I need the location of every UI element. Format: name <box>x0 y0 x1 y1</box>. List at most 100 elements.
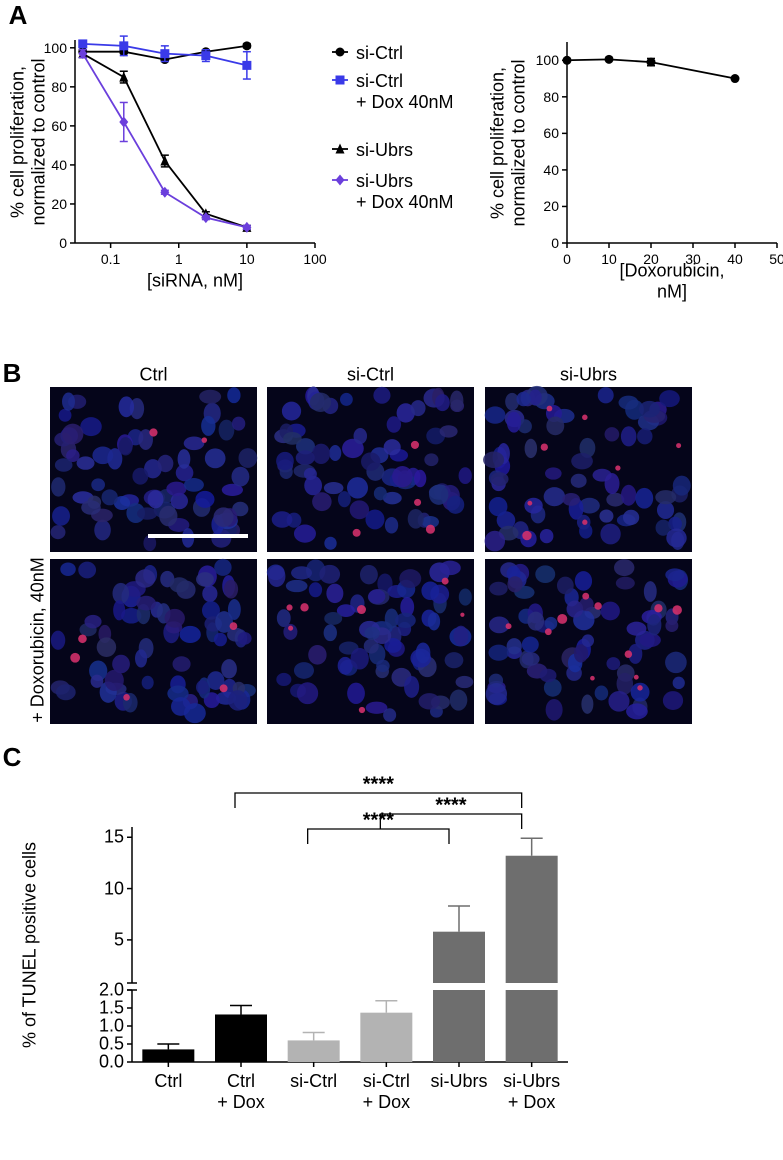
nucleus <box>639 400 660 418</box>
nucleus <box>80 417 102 437</box>
nucleus <box>400 596 415 617</box>
nucleus <box>231 416 246 431</box>
nucleus <box>373 486 387 501</box>
nucleus <box>539 668 557 683</box>
nucleus <box>571 453 593 470</box>
nucleus <box>665 619 679 633</box>
tunel-spot <box>300 603 309 612</box>
legend-marker <box>335 143 345 154</box>
tunel-spot <box>582 414 588 421</box>
nucleus <box>643 581 657 602</box>
nucleus <box>546 416 565 436</box>
nucleus <box>323 624 337 642</box>
legend-marker <box>335 47 345 57</box>
marker <box>160 186 170 198</box>
x-tick-label: si-Ubrs <box>430 1071 488 1091</box>
nucleus <box>303 467 317 481</box>
tunel-spot <box>410 440 420 449</box>
nucleus <box>84 614 102 629</box>
nucleus <box>157 454 174 473</box>
nucleus <box>485 683 508 705</box>
x-tick-label: si-Ubrs + Dox <box>503 1071 561 1112</box>
nucleus <box>600 523 621 545</box>
tunel-spot <box>70 652 81 663</box>
tunel-spot <box>78 634 87 644</box>
nucleus <box>600 601 620 621</box>
marker <box>646 57 656 67</box>
nucleus <box>566 600 584 618</box>
bar <box>142 1049 195 1062</box>
nucleus <box>581 634 595 647</box>
nucleus <box>113 600 126 621</box>
marker <box>78 48 88 60</box>
nucleus <box>202 585 218 603</box>
nucleus <box>455 675 474 689</box>
nucleus <box>524 438 538 459</box>
series-line <box>82 52 248 229</box>
tunel-spot <box>286 604 293 611</box>
marker <box>201 212 211 224</box>
marker <box>119 41 129 51</box>
nucleus <box>96 637 117 657</box>
nucleus <box>213 507 234 527</box>
bar <box>215 1014 267 1062</box>
bar-lower <box>505 990 558 1062</box>
x-tick-label: si-Ctrl <box>290 1071 338 1091</box>
tunel-spot <box>582 592 590 600</box>
nucleus <box>668 516 682 531</box>
bar <box>287 1040 340 1062</box>
nucleus <box>647 614 662 636</box>
nucleus <box>118 396 135 418</box>
nucleus <box>364 626 380 640</box>
x-tick-label: 30 <box>685 250 701 267</box>
nucleus <box>221 659 237 679</box>
nucleus <box>628 643 643 664</box>
nucleus <box>635 487 654 509</box>
marker <box>604 54 614 64</box>
nucleus <box>238 448 258 468</box>
nucleus <box>118 437 133 456</box>
nucleus <box>488 644 509 661</box>
nucleus <box>665 651 687 674</box>
nucleus <box>620 426 637 447</box>
nucleus <box>446 495 465 514</box>
nucleus <box>418 693 441 710</box>
y-axis-label: % of TUNEL positive cells <box>19 841 40 1049</box>
nucleus <box>373 386 391 404</box>
tunel-spot <box>229 622 238 631</box>
nucleus <box>337 656 353 675</box>
panel-label: C <box>2 742 22 773</box>
y-axis-label: % cell proliferation, normalized to cont… <box>487 58 528 227</box>
nucleus <box>450 390 464 412</box>
tunel-spot <box>358 706 366 714</box>
nucleus <box>141 675 154 690</box>
marker <box>242 60 252 70</box>
nucleus <box>81 500 101 515</box>
significance-bracket <box>307 828 450 844</box>
nucleus <box>308 582 323 598</box>
tunel-spot <box>527 500 533 506</box>
nucleus <box>622 509 640 526</box>
nucleus <box>439 425 458 438</box>
nucleus <box>597 387 614 404</box>
nucleus <box>170 492 189 510</box>
nucleus <box>312 443 331 465</box>
nucleus <box>293 524 316 543</box>
nucleus <box>177 449 191 469</box>
nucleus <box>506 638 522 655</box>
nucleus <box>276 451 294 471</box>
nucleus <box>562 493 580 506</box>
nucleus <box>329 445 342 461</box>
nucleus <box>392 466 413 488</box>
tunel-spot <box>201 437 208 443</box>
nucleus <box>506 411 522 433</box>
nucleus <box>199 389 222 404</box>
y-tick-label: 80 <box>51 78 67 95</box>
nucleus <box>60 562 76 577</box>
nucleus <box>94 519 111 541</box>
nucleus <box>113 496 131 511</box>
nucleus <box>159 505 178 527</box>
x-axis-label: [Doxorubicin, nM] <box>619 260 725 301</box>
nucleus <box>319 564 341 584</box>
x-tick-label: 0.1 <box>100 250 121 267</box>
